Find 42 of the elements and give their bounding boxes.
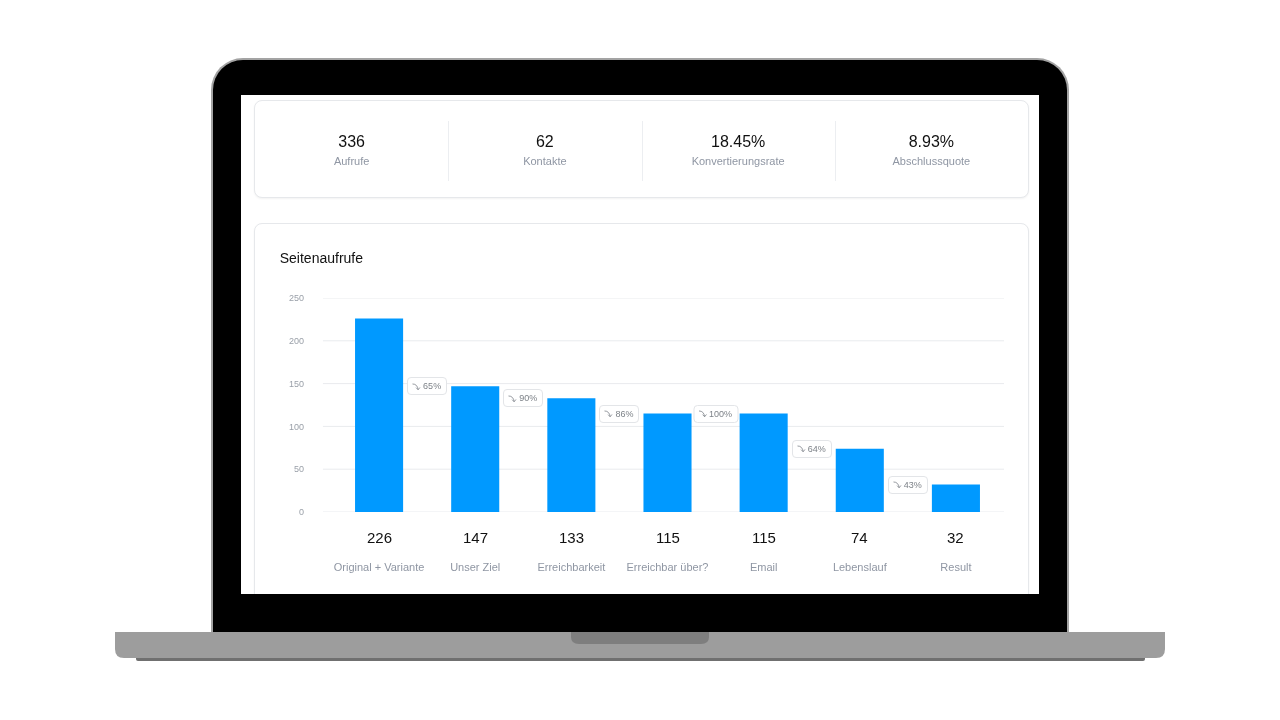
data-label: 133 <box>559 529 585 546</box>
y-tick-label: 150 <box>288 378 304 389</box>
y-tick-label: 250 <box>288 293 304 304</box>
y-tick-label: 100 <box>288 421 304 432</box>
x-tick-label: Email <box>749 561 778 573</box>
y-tick-label: 0 <box>298 507 304 518</box>
text: Konvertierungsrate <box>690 154 786 168</box>
chart-title: Seitenaufrufe <box>279 249 364 266</box>
text: Aufrufe <box>332 154 371 168</box>
data-label: 226 <box>367 529 393 546</box>
data-label: 74 <box>851 529 868 546</box>
y-tick-label: 200 <box>288 335 304 346</box>
x-tick-label: Erreichbar über? <box>626 561 709 573</box>
x-tick-label: Erreichbarkeit <box>537 561 606 573</box>
text: 18.45% <box>710 133 767 151</box>
x-tick-label: Unser Ziel <box>450 561 501 573</box>
annotation: 64% <box>807 442 826 455</box>
annotation: 65% <box>423 380 442 393</box>
text: 8.93% <box>907 133 956 151</box>
annotation: 86% <box>615 407 634 420</box>
annotation: 43% <box>903 478 922 491</box>
x-tick-label: Original + Variante <box>333 561 425 573</box>
bar <box>931 484 980 512</box>
bar <box>739 413 788 512</box>
data-label: 147 <box>463 529 489 546</box>
data-label: 115 <box>752 529 776 546</box>
data-label: 32 <box>947 529 964 546</box>
text: 62 <box>534 133 555 151</box>
x-tick-label: Lebenslauf <box>832 561 888 573</box>
x-tick-label: Result <box>940 561 972 573</box>
text: 336 <box>337 133 366 151</box>
annotation: 90% <box>519 392 538 405</box>
text: Kontakte <box>522 154 568 168</box>
bar <box>355 318 404 512</box>
text: Abschlussquote <box>891 154 972 168</box>
y-tick-label: 50 <box>293 464 304 475</box>
bar <box>835 448 884 512</box>
annotation: 100% <box>709 407 733 420</box>
bar <box>547 398 596 512</box>
data-label: 115 <box>656 529 680 546</box>
bar <box>643 413 692 512</box>
bar <box>451 386 500 512</box>
